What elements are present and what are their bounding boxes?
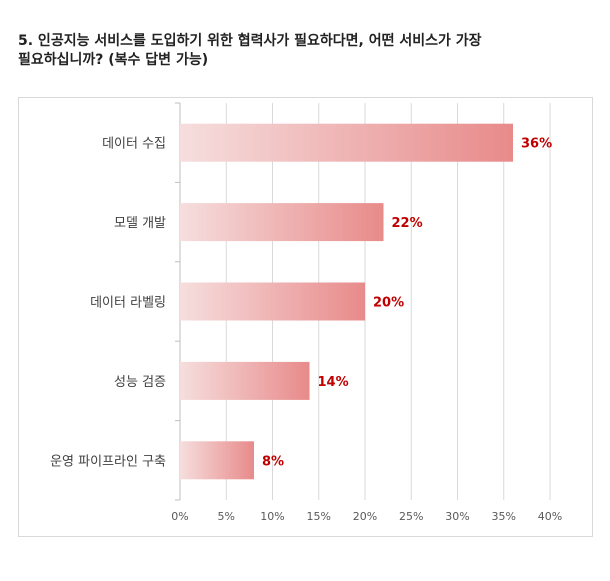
category-label: 모델 개발: [114, 216, 166, 231]
x-tick-label: 30%: [445, 510, 469, 523]
x-tick-label: 5%: [218, 510, 235, 523]
x-tick-label: 40%: [538, 510, 562, 523]
bar: [180, 203, 384, 242]
x-tick-label: 35%: [492, 510, 516, 523]
value-label: 20%: [373, 296, 404, 311]
x-tick-label: 20%: [353, 510, 377, 523]
chart-title: 5. 인공지능 서비스를 도입하기 위한 협력사가 필요하다면, 어떤 서비스가…: [18, 32, 593, 70]
category-label: 운영 파이프라인 구축: [50, 454, 166, 469]
x-tick-label: 0%: [171, 510, 188, 523]
x-tick-label: 15%: [307, 510, 331, 523]
bars: [180, 123, 513, 480]
bar: [180, 441, 254, 480]
x-tick-label: 10%: [260, 510, 284, 523]
category-label: 성능 검증: [114, 375, 166, 390]
bar: [180, 282, 365, 321]
value-label: 8%: [262, 454, 284, 469]
x-tick-label: 25%: [399, 510, 423, 523]
labels: 0% 5% 10% 15% 20% 25% 30% 35% 40% 데이터 수집 36% 모델 개발 2…: [50, 137, 562, 523]
chart-title-line-2: 필요하십니까? (복수 답변 가능): [18, 52, 209, 68]
category-label: 데이터 라벨링: [90, 296, 166, 311]
value-label: 22%: [392, 216, 423, 231]
bar: [180, 123, 513, 162]
value-label: 14%: [318, 375, 349, 390]
category-label: 데이터 수집: [102, 137, 166, 152]
chart-title-line-1: 5. 인공지능 서비스를 도입하기 위한 협력사가 필요하다면, 어떤 서비스가…: [18, 33, 482, 49]
value-label: 36%: [521, 137, 552, 152]
bar: [180, 361, 310, 400]
